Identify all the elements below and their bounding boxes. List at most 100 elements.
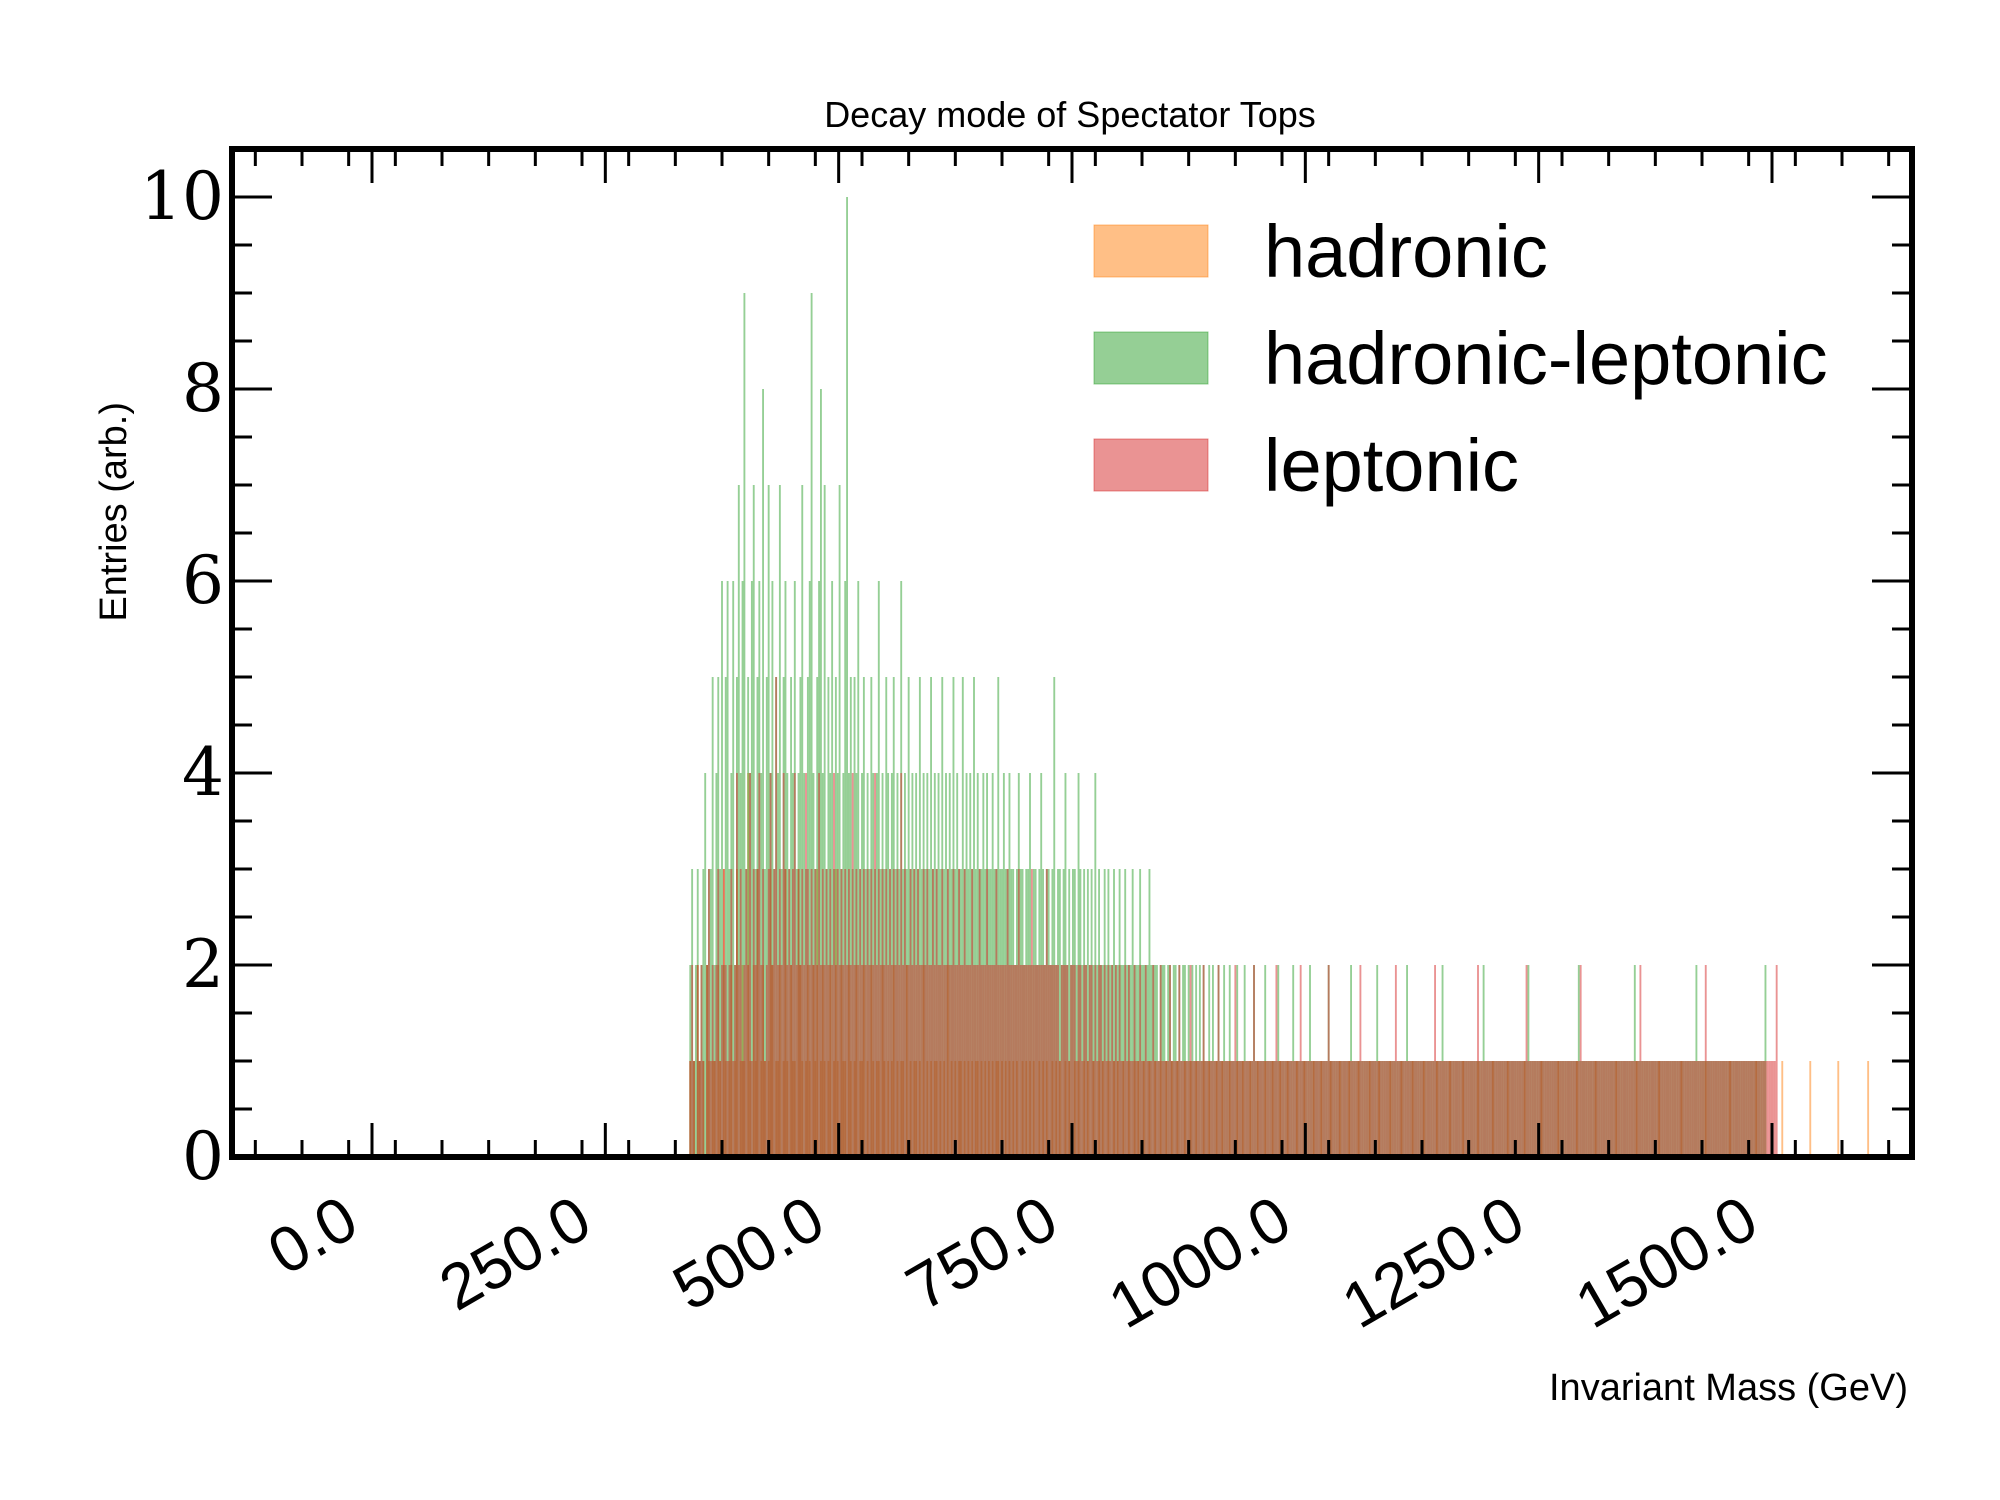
hist-bar [1208, 1061, 1211, 1157]
hist-bar [995, 869, 998, 1157]
hist-bar [1514, 1061, 1517, 1157]
hist-bar [978, 869, 981, 1157]
hist-bar [1073, 965, 1076, 1157]
hist-bar [1443, 1061, 1446, 1157]
hist-bar [726, 581, 729, 1157]
hist-bar [704, 773, 707, 1157]
hist-bar [965, 965, 968, 1157]
hist-bar [1092, 1061, 1095, 1157]
hist-bar [950, 965, 953, 1157]
hist-bar [1281, 1061, 1283, 1157]
hist-bar [1131, 1061, 1134, 1157]
hist-bar [956, 965, 959, 1157]
hist-bar [1161, 1061, 1164, 1157]
hist-bar [887, 965, 890, 1157]
hist-bar [1742, 1061, 1744, 1157]
hist-bar [1533, 1061, 1535, 1157]
hist-bar [747, 965, 750, 1157]
hist-bar [960, 965, 962, 1157]
hist-bar [736, 773, 738, 1157]
hist-bar [1510, 1061, 1513, 1157]
hist-bar [913, 869, 916, 1157]
hist-bar [900, 773, 903, 1157]
hist-bar [939, 965, 942, 1157]
hist-bar [778, 869, 781, 1157]
hist-bar [1062, 965, 1065, 1157]
hist-bar [1049, 965, 1052, 1157]
hist-bar [743, 293, 746, 1157]
hist-bar [1564, 1061, 1567, 1157]
hist-bar [969, 965, 972, 1157]
hist-bar [1053, 965, 1056, 1157]
hist-bar [1753, 1061, 1756, 1157]
hist-bar [1464, 1061, 1466, 1157]
hist-bar [1297, 1061, 1300, 1157]
legend-item-leptonic: leptonic [1093, 424, 1519, 507]
hist-bar [1633, 1061, 1636, 1157]
hist-bar [1200, 1061, 1203, 1157]
hist-bar [1430, 1061, 1433, 1157]
hist-bar [1156, 1061, 1158, 1157]
hist-bar [732, 581, 735, 1157]
hist-bar [1163, 1061, 1166, 1157]
hist-bar [937, 965, 940, 1157]
hist-bar [760, 965, 763, 1157]
hist-bar [1370, 1061, 1373, 1157]
hist-bar [1738, 1061, 1741, 1157]
hist-bar [1025, 965, 1028, 1157]
hist-bar [855, 869, 858, 1157]
hist-bar [1506, 1061, 1509, 1157]
hist-bar [1176, 1061, 1179, 1157]
hist-bar [1114, 965, 1117, 1157]
hist-bar [717, 869, 720, 1157]
hist-bar [861, 965, 863, 1157]
hist-bar [730, 869, 733, 1157]
hist-bar [1021, 965, 1024, 1157]
hist-bar [1096, 1061, 1099, 1157]
hist-bar [1549, 1061, 1552, 1157]
hist-bar [1245, 1061, 1248, 1157]
hist-bar [1630, 1061, 1632, 1157]
legend: hadronic hadronic-leptonic leptonic [1093, 210, 1828, 507]
hist-bar [745, 869, 748, 1157]
hist-bar [1422, 1061, 1425, 1157]
hist-bar [818, 773, 820, 1157]
hist-bar [1607, 1061, 1610, 1157]
hist-bar [1068, 869, 1071, 1157]
hist-bar [1465, 1061, 1468, 1157]
hist-bar [1266, 1061, 1268, 1157]
hist-bar [810, 869, 813, 1157]
hist-bar [1408, 1061, 1410, 1157]
hist-bar [902, 965, 904, 1157]
hist-bar [769, 773, 772, 1157]
hist-bar [1372, 1061, 1375, 1157]
hist-bar [874, 773, 876, 1157]
hist-bar [1191, 1061, 1194, 1157]
hist-bar [1660, 1061, 1662, 1157]
ticks-layer [232, 149, 1912, 1159]
hist-bar [1337, 1061, 1339, 1157]
hist-bar [1512, 1061, 1515, 1157]
hist-bar [1314, 1061, 1317, 1157]
hist-bar [1447, 1061, 1450, 1157]
legend-swatch [1093, 331, 1209, 385]
x-tick-label: 1250.0 [1330, 1182, 1536, 1342]
hist-bar [1499, 1061, 1502, 1157]
hist-bar [1124, 965, 1127, 1157]
hist-bar [1044, 965, 1046, 1157]
hist-bar [1749, 1061, 1752, 1157]
hist-bar [1034, 965, 1037, 1157]
plot-area [689, 197, 1870, 1157]
hist-bar [1083, 965, 1086, 1157]
hist-bar [866, 869, 869, 1157]
hist-bar [920, 965, 923, 1157]
hist-bar [834, 677, 837, 1157]
hist-bar [1271, 1061, 1274, 1157]
hist-bar [838, 485, 841, 1157]
hist-bar [1262, 1061, 1265, 1157]
hist-bar [1497, 1061, 1500, 1157]
hist-bar [1068, 1061, 1071, 1157]
hist-bar [1322, 1061, 1324, 1157]
x-tick-label: 750.0 [894, 1182, 1069, 1324]
hist-bar [782, 773, 785, 1157]
